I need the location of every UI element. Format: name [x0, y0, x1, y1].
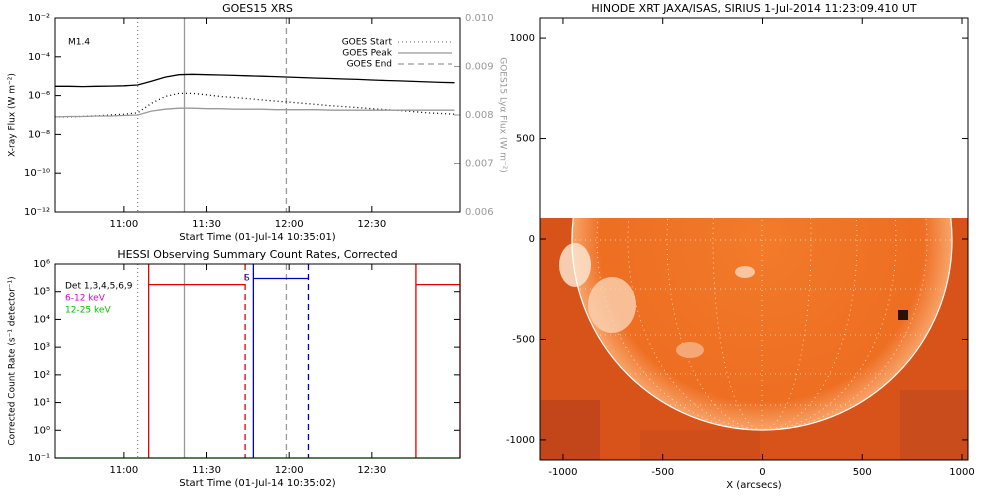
y-tick-label: 10⁻⁶: [28, 91, 50, 102]
x-tick-label: 11:30: [192, 465, 221, 476]
chart-title: GOES15 XRS: [222, 2, 293, 15]
y-tick-label: 10⁵: [33, 287, 50, 298]
y-tick-label: 10²: [33, 370, 50, 381]
annotation: S: [244, 274, 250, 284]
x-tick-label: 12:00: [275, 465, 304, 476]
y2-tick-label: 0.006: [465, 207, 494, 218]
legend-label: GOES Start: [342, 38, 393, 48]
y-tick-label: 10³: [33, 342, 50, 353]
series-line: [55, 73, 455, 88]
x-tick-label: 12:30: [357, 465, 386, 476]
y-tick-label: 0: [529, 234, 535, 245]
x-tick-label: 11:30: [192, 219, 221, 230]
legend-label: 12-25 keV: [65, 306, 111, 316]
x-tick-label: 12:00: [275, 219, 304, 230]
series-line: [54, 107, 455, 118]
x-tick-label: 1000: [949, 467, 974, 478]
y2-tick-label: 0.008: [465, 110, 494, 121]
y-tick-label: 500: [516, 134, 535, 145]
y-tick-label: 10⁴: [33, 314, 50, 325]
plot-frame: [54, 17, 461, 213]
y-tick-label: 10⁶: [33, 259, 50, 270]
y-axis-label: Corrected Count Rate (s⁻¹ detector⁻¹): [8, 276, 18, 445]
y-tick-label: 1000: [510, 33, 535, 44]
y2-tick-label: 0.009: [465, 62, 494, 73]
x-axis-label: Start Time (01-Jul-14 10:35:01): [179, 232, 336, 243]
series-line: [55, 92, 455, 118]
y2-tick-label: 0.010: [465, 13, 494, 24]
y2-axis-label: GOES15 Lyα Flux (W m⁻²): [498, 57, 508, 173]
legend-label: GOES End: [347, 60, 392, 70]
x-axis-label: X (arcsecs): [726, 480, 782, 491]
solar-image: [540, 218, 968, 460]
y-axis-label: X-ray Flux (W m⁻²): [8, 73, 18, 157]
legend-label: GOES Peak: [342, 49, 392, 59]
x-tick-label: 12:30: [357, 219, 386, 230]
annotation: M1.4: [68, 38, 90, 48]
x-tick-label: 11:00: [109, 465, 138, 476]
x-axis-label: Start Time (01-Jul-14 10:35:02): [179, 478, 336, 489]
x-tick-label: 11:00: [109, 219, 138, 230]
chart-title: HESSI Observing Summary Count Rates, Cor…: [117, 248, 397, 261]
y-tick-label: 10⁻²: [28, 13, 50, 24]
x-tick-label: -500: [651, 467, 674, 478]
legend-label: 6-12 keV: [65, 294, 106, 304]
x-tick-label: -1000: [548, 467, 577, 478]
legend-label: Det 1,3,4,5,6,9: [65, 282, 133, 292]
y-tick-label: 10⁻⁴: [28, 52, 50, 63]
y-tick-label: 10⁻¹⁰: [24, 168, 50, 179]
y2-tick-label: 0.007: [465, 159, 494, 170]
y-tick-label: 10⁻¹²: [24, 207, 50, 218]
x-tick-label: 500: [853, 467, 872, 478]
plot-frame: [539, 17, 969, 461]
chart-title: HINODE XRT JAXA/ISAS, SIRIUS 1-Jul-2014 …: [591, 2, 917, 15]
y-tick-label: 10¹: [33, 398, 50, 409]
y-tick-label: 10⁰: [33, 425, 50, 436]
plot-frame: [54, 263, 461, 459]
y-tick-label: -1000: [506, 435, 535, 446]
y-tick-label: 10⁻¹: [28, 453, 50, 464]
y-tick-label: -500: [512, 334, 535, 345]
x-tick-label: 0: [759, 467, 765, 478]
y-tick-label: 10⁻⁸: [28, 129, 50, 140]
